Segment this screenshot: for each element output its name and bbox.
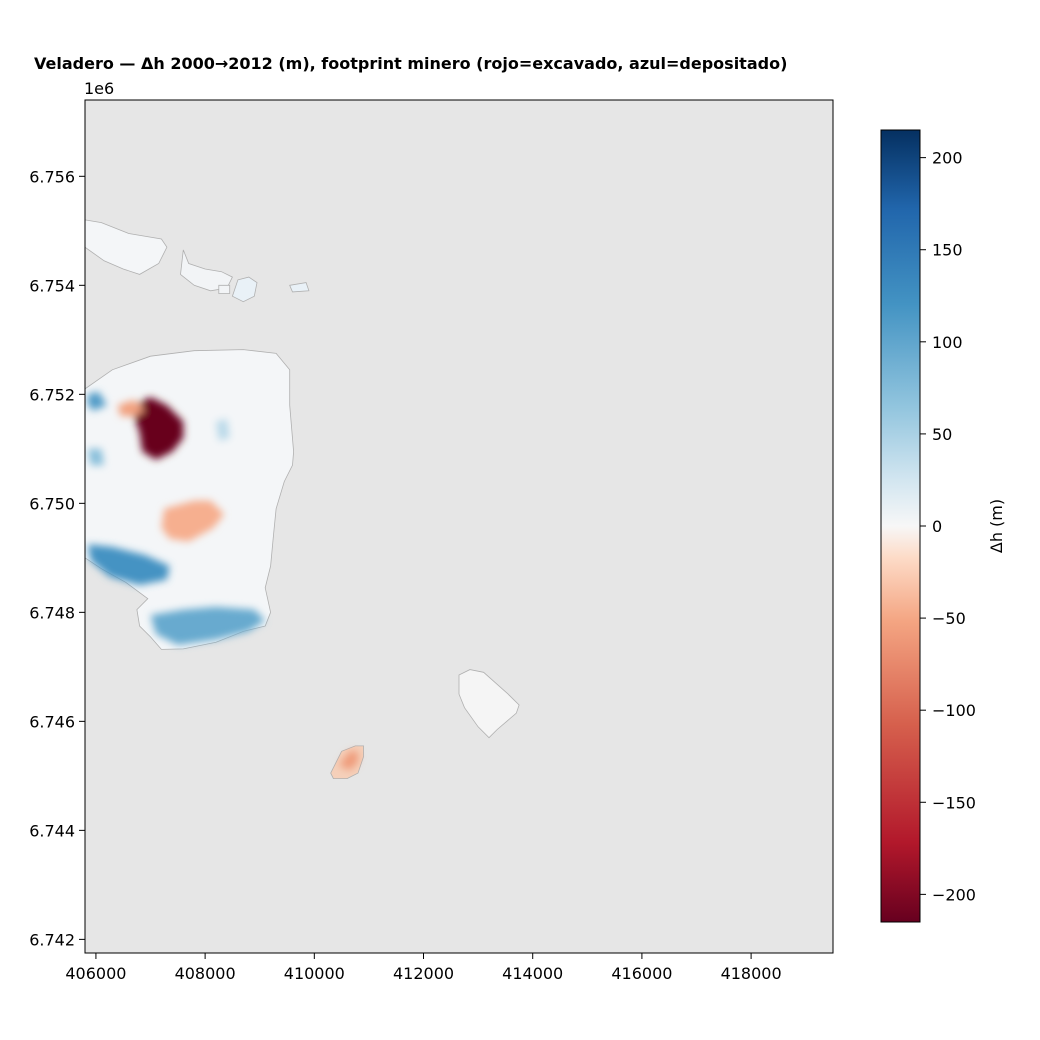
colorbar-tick-label: −200 <box>932 885 976 904</box>
x-tick-label: 410000 <box>284 964 345 983</box>
y-tick-label: 6.748 <box>29 603 75 622</box>
x-tick-label: 416000 <box>611 964 672 983</box>
y-tick-label: 6.754 <box>29 276 75 295</box>
chart-title: Veladero — Δh 2000→2012 (m), footprint m… <box>34 54 787 73</box>
x-tick-label: 414000 <box>502 964 563 983</box>
nw-patch-3 <box>231 276 258 303</box>
colorbar-tick-label: −50 <box>932 609 966 628</box>
excavation-south-patch <box>338 751 358 771</box>
excavated-pit-north <box>134 397 184 460</box>
x-tick-label: 412000 <box>393 964 454 983</box>
colorbar-gradient <box>880 129 921 923</box>
nw-patch-2 <box>180 249 233 292</box>
colorbar-label: Δh (m) <box>987 499 1006 553</box>
excavation-rim-south <box>161 500 225 542</box>
se-patch <box>458 669 520 739</box>
nw-patch-5 <box>289 282 310 293</box>
deposit-inner <box>216 418 230 441</box>
x-tick-label: 408000 <box>175 964 236 983</box>
colorbar-tick-label: 200 <box>932 149 963 168</box>
colorbar-tick-label: 50 <box>932 425 952 444</box>
colorbar: −200 −150 −100 −50 0 50 100 150 200 Δh (m) <box>880 129 1006 923</box>
y-tick-label: 6.750 <box>29 494 75 513</box>
colorbar-tick-label: 150 <box>932 241 963 260</box>
excavation-rim-north <box>117 399 146 417</box>
y-tick-label: 6.744 <box>29 821 75 840</box>
y-tick-label: 6.746 <box>29 712 75 731</box>
colorbar-ticks: −200 −150 −100 −50 0 50 100 150 200 <box>920 149 976 904</box>
colorbar-tick-label: 0 <box>932 517 942 536</box>
y-tick-label: 6.752 <box>29 385 75 404</box>
plot-area <box>85 100 833 953</box>
x-axis: 406000 408000 410000 412000 414000 416000 4180… <box>65 953 782 983</box>
y-axis: 6.742 6.744 6.746 6.748 6.750 6.752 6.754 6.756 <box>29 167 85 949</box>
nw-patch-1 <box>85 219 168 275</box>
plot-frame <box>84 99 834 954</box>
colorbar-tick-label: 100 <box>932 333 963 352</box>
deposit-edge-nw <box>87 391 107 411</box>
y-tick-label: 6.742 <box>29 930 75 949</box>
colorbar-tick-label: −100 <box>932 701 976 720</box>
anomaly-layer <box>87 391 358 771</box>
y-offset-label: 1e6 <box>84 79 114 98</box>
deposit-band-south <box>150 606 266 645</box>
x-tick-label: 406000 <box>65 964 126 983</box>
deposit-edge-w <box>87 448 105 466</box>
nw-patch-4 <box>218 284 231 294</box>
deposit-band-west <box>87 544 170 586</box>
y-tick-label: 6.756 <box>29 167 75 186</box>
colorbar-tick-label: −150 <box>932 793 976 812</box>
x-tick-label: 418000 <box>721 964 782 983</box>
